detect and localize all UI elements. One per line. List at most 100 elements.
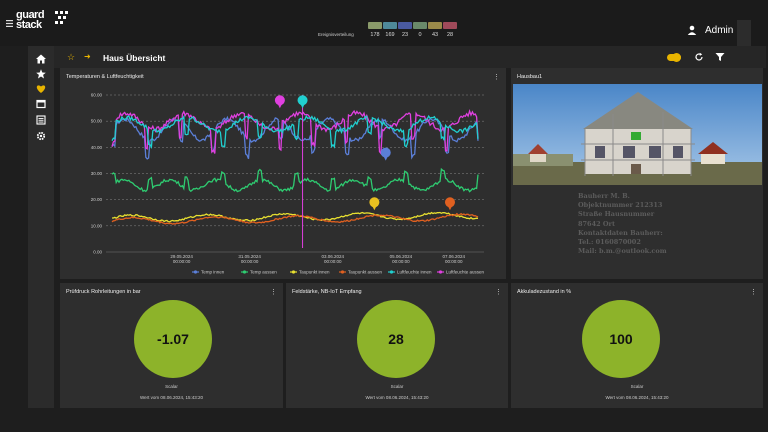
y-tick-label: 30.00 xyxy=(91,171,103,176)
battery-panel-menu-icon[interactable]: ⋮ xyxy=(750,289,757,296)
series-line-3 xyxy=(111,212,479,225)
event-count-0[interactable]: 178 xyxy=(367,22,383,38)
legend-dot xyxy=(340,270,345,274)
y-tick-label: 50.00 xyxy=(91,119,103,124)
event-swatch xyxy=(443,22,457,29)
window-icon[interactable] xyxy=(36,99,46,109)
user-name[interactable]: Admin xyxy=(705,25,734,36)
legend-dot xyxy=(438,270,443,274)
signal-panel: Feldstärke, NB-IoT Empfang ⋮ 28 Scalar W… xyxy=(286,283,508,408)
event-count-label: 0 xyxy=(418,32,422,38)
filter-icon[interactable] xyxy=(715,52,725,62)
list-icon[interactable] xyxy=(36,115,46,125)
legend-dot xyxy=(291,270,296,274)
scrollbar[interactable] xyxy=(737,20,751,50)
y-tick-label: 0.00 xyxy=(93,250,102,255)
legend-label: Luftfeuchte innen xyxy=(397,270,432,275)
gear-icon[interactable] xyxy=(36,131,46,141)
battery-timestamp: Wert vom 08.06.2024, 15:43:20 xyxy=(605,395,669,400)
house-construction-image xyxy=(513,84,762,185)
event-swatch xyxy=(413,22,427,29)
contact-line-1: Objektnummer 212313 xyxy=(578,201,663,210)
signal-gauge: 28 xyxy=(357,300,435,378)
event-count-label: 23 xyxy=(401,32,409,38)
event-swatch xyxy=(383,22,397,29)
x-tick-date: 05.06.2024 xyxy=(390,254,413,259)
marker-tail xyxy=(277,104,282,109)
signal-unit: Scalar xyxy=(390,384,404,389)
event-swatch xyxy=(398,22,412,29)
event-count-label: 178 xyxy=(370,32,380,38)
x-tick-time: 00:00:00 xyxy=(241,259,259,264)
event-count-label: 169 xyxy=(385,32,395,38)
legend-dot xyxy=(193,270,198,274)
battery-gauge: 100 xyxy=(582,300,660,378)
contact-line-5: Tel.: 0160870002 xyxy=(578,238,641,247)
battery-unit: Scalar xyxy=(630,384,644,389)
event-count-label: 28 xyxy=(446,32,454,38)
home-icon[interactable] xyxy=(36,54,46,64)
series-line-5 xyxy=(111,108,479,156)
battery-value: 100 xyxy=(609,331,633,347)
legend-label: Temp innen xyxy=(201,270,225,275)
signal-value: 28 xyxy=(388,331,404,347)
edit-toggle[interactable] xyxy=(667,53,681,62)
hamburger-menu-icon[interactable] xyxy=(6,20,13,27)
marker-tail xyxy=(372,206,377,211)
x-tick-date: 31.05.2024 xyxy=(238,254,261,259)
event-swatch xyxy=(428,22,442,29)
back-arrow-icon[interactable]: ➜ xyxy=(84,52,91,61)
marker-pin xyxy=(380,147,391,158)
user-icon[interactable] xyxy=(687,25,697,35)
pressure-gauge: -1.07 xyxy=(134,300,212,378)
pressure-panel: Prüfdruck Rohrleitungen in bar ⋮ -1.07 S… xyxy=(60,283,283,408)
pressure-panel-title: Prüfdruck Rohrleitungen in bar xyxy=(66,289,141,295)
marker-tail xyxy=(447,206,452,211)
event-count-1[interactable]: 169 xyxy=(382,22,398,38)
event-swatch xyxy=(368,22,382,29)
event-count-3[interactable]: 0 xyxy=(412,22,428,38)
x-tick-time: 00:00:00 xyxy=(445,259,463,264)
page-toolbar xyxy=(54,46,766,68)
marker-pin xyxy=(369,197,380,208)
x-tick-time: 00:00:00 xyxy=(392,259,410,264)
photo-panel-title: Hausbau1 xyxy=(517,74,543,80)
marker-pin xyxy=(274,95,285,106)
y-tick-label: 60.00 xyxy=(91,93,103,98)
marker-tail xyxy=(383,156,388,161)
pressure-panel-menu-icon[interactable]: ⋮ xyxy=(270,289,277,296)
contact-line-6: Mail: b.m.@outlook.com xyxy=(578,247,667,256)
brand-logo[interactable]: guard stack xyxy=(16,9,45,31)
logo-grid-icon xyxy=(55,11,68,24)
contact-info: Bauherr M. B. Objektnummer 212313 Straße H… xyxy=(578,192,667,256)
marker-pin xyxy=(297,95,308,106)
page-title: Haus Übersicht xyxy=(103,53,166,63)
contact-line-4: Kontaktdaten Bauherr: xyxy=(578,228,663,237)
battery-panel-title: Akkuladezustand in % xyxy=(517,289,572,295)
event-count-5[interactable]: 28 xyxy=(442,22,458,38)
series-line-4 xyxy=(111,114,479,150)
chart-panel-title: Temperaturen & Luftfeuchtigkeit xyxy=(66,74,144,80)
y-tick-label: 10.00 xyxy=(91,223,103,228)
pressure-timestamp: Wert vom 08.06.2024, 15:43:20 xyxy=(140,395,203,400)
event-count-4[interactable]: 43 xyxy=(427,22,443,38)
battery-panel: Akkuladezustand in % ⋮ 100 Scalar Wert v… xyxy=(511,283,763,408)
series-line-1 xyxy=(111,167,479,193)
chart-panel-menu-icon[interactable]: ⋮ xyxy=(493,74,500,81)
contact-line-2: Straße Hausnummer xyxy=(578,210,655,219)
heart-icon[interactable] xyxy=(36,84,46,94)
legend-label: Taupunkt aussen xyxy=(348,270,383,275)
refresh-icon[interactable] xyxy=(694,52,704,62)
event-count-label: 43 xyxy=(431,32,439,38)
contact-line-0: Bauherr M. B. xyxy=(578,192,630,200)
footer-area xyxy=(0,408,768,432)
x-tick-date: 03.06.2024 xyxy=(322,254,345,259)
event-distribution-label: Ereignisverteilung xyxy=(318,32,354,37)
x-tick-date: 29.05.2024 xyxy=(170,254,193,259)
star-icon[interactable] xyxy=(36,69,46,79)
marker-pin xyxy=(444,197,455,208)
event-count-2[interactable]: 23 xyxy=(397,22,413,38)
signal-panel-menu-icon[interactable]: ⋮ xyxy=(495,289,502,296)
favorite-star-icon[interactable]: ☆ xyxy=(67,52,76,62)
temperature-humidity-chart[interactable]: 0.00 10.00 20.00 30.00 40.00 50.00 60.00 29.05.… xyxy=(60,68,506,279)
